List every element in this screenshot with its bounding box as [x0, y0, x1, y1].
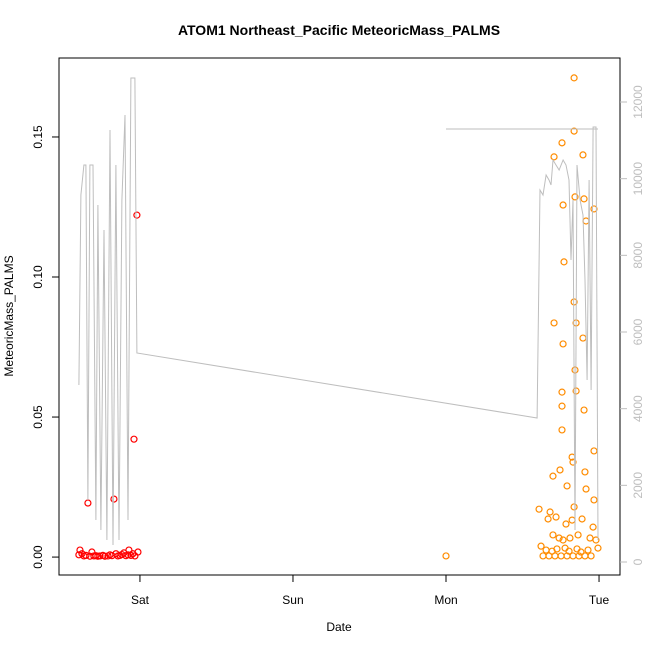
- point: [587, 552, 595, 560]
- point: [558, 388, 566, 396]
- point: [581, 552, 589, 560]
- point: [570, 74, 578, 82]
- point: [594, 544, 602, 552]
- point: [551, 552, 559, 560]
- point: [556, 466, 564, 474]
- point: [557, 552, 565, 560]
- point: [553, 545, 561, 553]
- point: [570, 127, 578, 135]
- point: [569, 458, 577, 466]
- y2-tick-label: 2000: [631, 472, 645, 499]
- point: [545, 552, 553, 560]
- x-axis-label: Date: [326, 620, 352, 634]
- point: [579, 334, 587, 342]
- point: [578, 515, 586, 523]
- point: [590, 205, 598, 213]
- point: [561, 544, 569, 552]
- y2-tick-label: 12000: [631, 85, 645, 119]
- point: [78, 550, 86, 558]
- point: [568, 516, 576, 524]
- point: [571, 193, 579, 201]
- point: [563, 482, 571, 490]
- point: [559, 340, 567, 348]
- point: [552, 513, 560, 521]
- point: [88, 548, 96, 556]
- point: [581, 468, 589, 476]
- point: [82, 551, 90, 559]
- y2-tick-label: 6000: [631, 318, 645, 345]
- y2-tick-label: 10000: [631, 162, 645, 196]
- y2-tick-label: 0: [631, 558, 645, 565]
- point: [570, 503, 578, 511]
- point: [590, 447, 598, 455]
- y-tick-label: 0.00: [31, 545, 45, 569]
- point: [559, 201, 567, 209]
- point: [133, 211, 141, 219]
- point: [537, 542, 545, 550]
- point: [539, 552, 547, 560]
- y2-tick-label: 4000: [631, 395, 645, 422]
- y-tick-label: 0.05: [31, 405, 45, 429]
- point: [549, 472, 557, 480]
- line: [78, 77, 599, 546]
- plot-box: [58, 57, 621, 576]
- x-tick-label: Mon: [434, 593, 457, 607]
- point: [574, 531, 582, 539]
- point: [582, 217, 590, 225]
- point: [558, 402, 566, 410]
- point: [84, 499, 92, 507]
- point: [544, 515, 552, 523]
- point: [560, 258, 568, 266]
- point: [546, 508, 554, 516]
- point: [569, 552, 577, 560]
- point: [550, 153, 558, 161]
- point: [584, 546, 592, 554]
- y-axis-label: MeteoricMass_PALMS: [2, 255, 16, 376]
- point: [589, 523, 597, 531]
- x-tick-label: Sun: [282, 593, 303, 607]
- point: [76, 546, 84, 554]
- x-tick-label: Tue: [589, 593, 610, 607]
- point: [577, 548, 585, 556]
- point: [558, 426, 566, 434]
- point: [582, 485, 590, 493]
- point: [580, 406, 588, 414]
- point: [573, 545, 581, 553]
- point: [542, 546, 550, 554]
- point: [592, 536, 600, 544]
- point: [130, 435, 138, 443]
- point: [559, 536, 567, 544]
- point: [586, 534, 594, 542]
- point: [558, 139, 566, 147]
- point: [562, 520, 570, 528]
- y2-tick-label: 8000: [631, 242, 645, 269]
- point: [555, 534, 563, 542]
- y-tick-label: 0.15: [31, 125, 45, 149]
- point: [110, 495, 118, 503]
- point: [580, 195, 588, 203]
- point: [442, 552, 450, 560]
- point: [96, 552, 104, 560]
- point: [579, 151, 587, 159]
- point: [535, 505, 543, 513]
- point: [566, 534, 574, 542]
- point: [101, 552, 109, 560]
- point: [127, 551, 135, 559]
- point: [550, 319, 558, 327]
- point: [571, 366, 579, 374]
- x-tick-label: Sat: [131, 593, 150, 607]
- point: [134, 548, 142, 556]
- y-tick-label: 0.10: [31, 265, 45, 289]
- chart-title: ATOM1 Northeast_Pacific MeteoricMass_PAL…: [178, 22, 500, 38]
- point: [124, 551, 132, 559]
- point: [590, 496, 598, 504]
- point: [549, 531, 557, 539]
